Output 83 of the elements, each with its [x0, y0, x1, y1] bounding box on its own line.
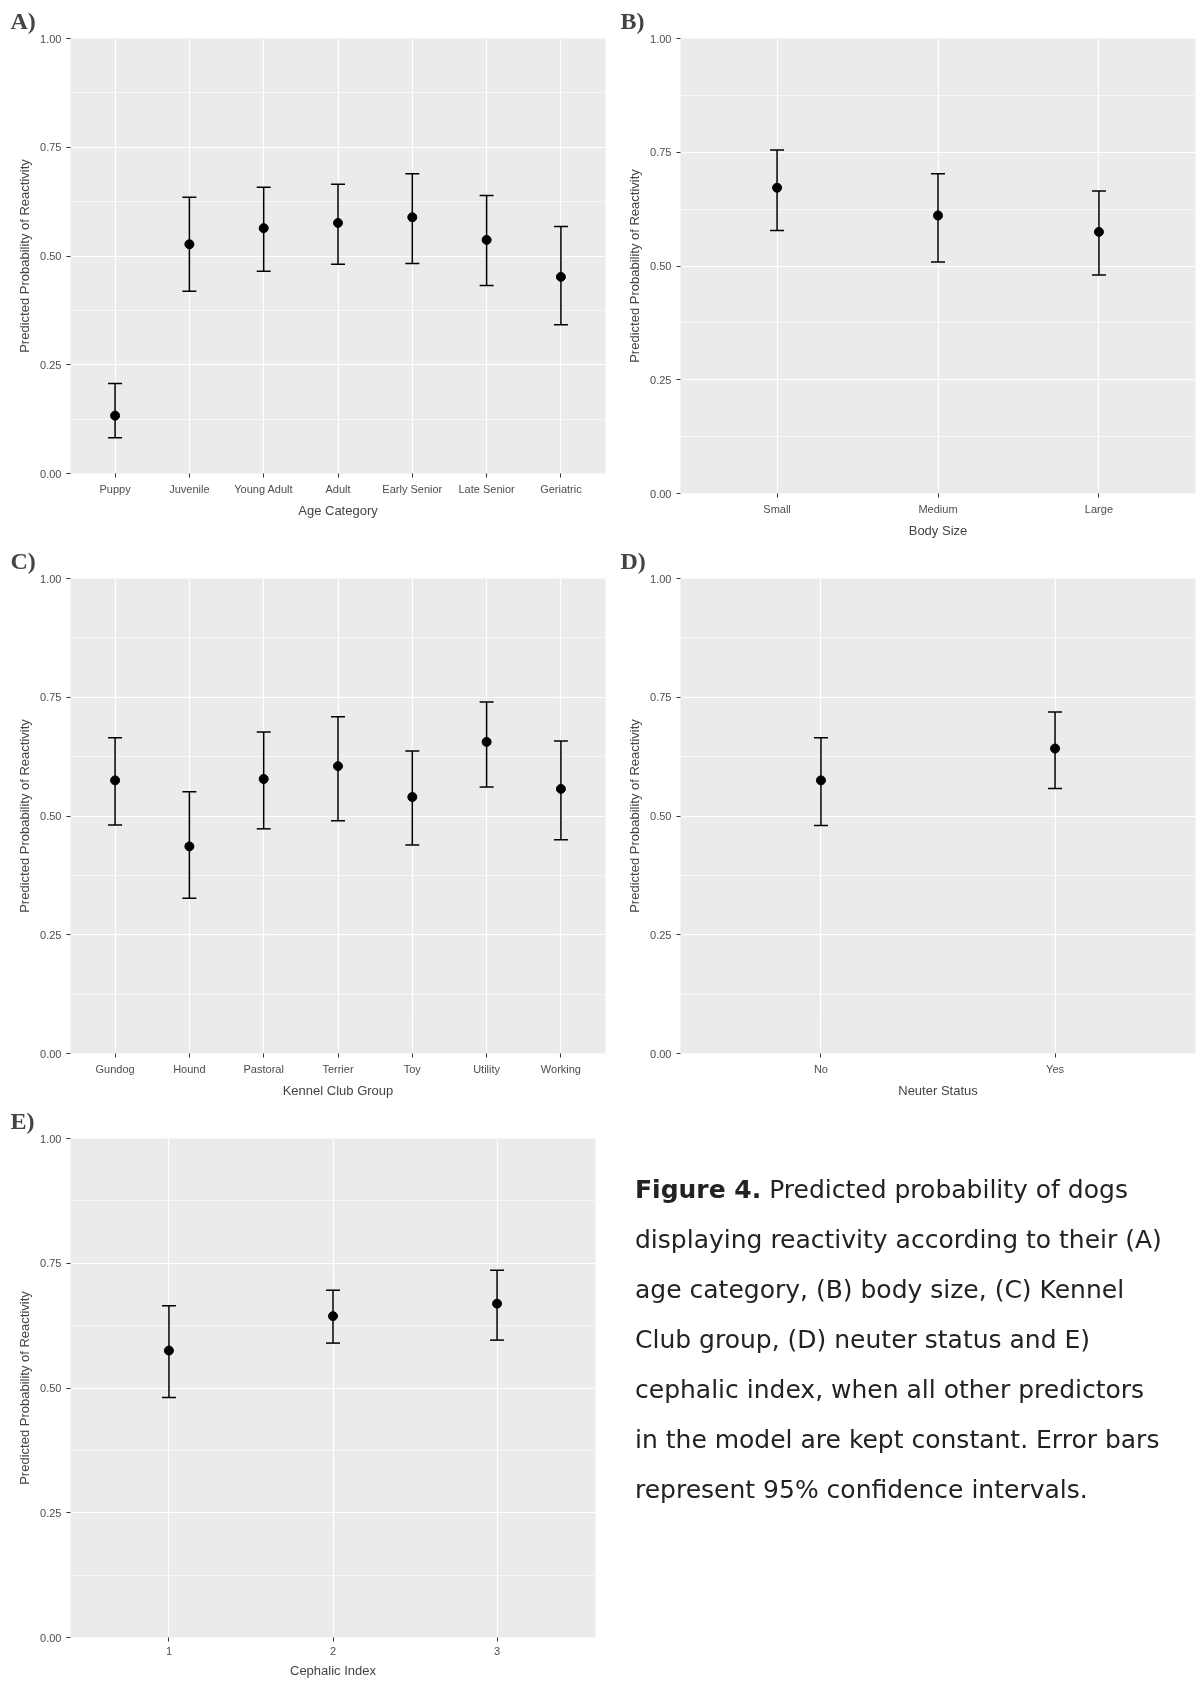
y-tick-label: 1.00	[650, 32, 672, 45]
y-tick-label: 1.00	[40, 32, 62, 45]
point	[481, 234, 492, 245]
y-tick-label: 0.25	[40, 358, 62, 371]
point	[555, 271, 566, 282]
chart-title: A)	[10, 7, 36, 34]
point	[407, 212, 418, 223]
chart-title: B)	[620, 7, 645, 34]
x-axis-title: Neuter Status	[898, 1082, 979, 1098]
y-tick-label: 0.00	[650, 487, 672, 500]
y-axis-title: Predicted Probability of Reactivity	[627, 168, 643, 363]
y-tick-label: 0.75	[650, 691, 672, 704]
y-axis-title: Predicted Probability of Reactivity	[17, 1290, 33, 1485]
text: Figure 4.	[635, 1175, 762, 1204]
point	[555, 783, 566, 794]
x-tick-label: Pastoral	[243, 1062, 284, 1075]
chart-title: D)	[620, 547, 646, 574]
x-tick-label: 3	[494, 1644, 501, 1657]
chart-title: E)	[10, 1107, 35, 1134]
point	[333, 217, 343, 228]
y-tick-label: 0.00	[650, 1047, 672, 1060]
x-tick-label: Yes	[1046, 1062, 1065, 1075]
y-tick-label: 1.00	[650, 572, 672, 585]
point	[772, 182, 783, 193]
y-tick-label: 0.00	[40, 1631, 62, 1644]
y-tick-label: 1.00	[40, 1132, 62, 1145]
x-axis-title: Cephalic Index	[290, 1662, 377, 1678]
point	[481, 736, 492, 747]
y-tick-label: 0.50	[650, 810, 672, 822]
x-tick-label: 1	[165, 1644, 172, 1657]
y-tick-label: 0.25	[40, 1506, 62, 1519]
point	[110, 410, 121, 421]
x-tick-label: Hound	[173, 1062, 206, 1075]
y-tick-label: 0.75	[40, 141, 62, 154]
point	[933, 210, 943, 221]
y-tick-label: 0.25	[650, 928, 672, 941]
y-tick-label: 0.75	[40, 691, 62, 704]
y-tick-label: 0.50	[40, 250, 62, 262]
y-tick-label: 0.00	[40, 1047, 62, 1060]
y-axis-title: Predicted Probability of Reactivity	[627, 718, 643, 913]
point	[407, 792, 418, 802]
x-tick-label: No	[813, 1062, 828, 1075]
x-tick-label: Large	[1084, 502, 1114, 515]
point	[492, 1298, 503, 1309]
x-tick-label: 2	[329, 1644, 337, 1657]
point	[163, 1345, 174, 1356]
x-tick-label: Terrier	[322, 1062, 354, 1075]
point	[110, 775, 121, 786]
y-tick-label: 0.75	[650, 146, 672, 159]
y-tick-label: 0.50	[650, 260, 672, 272]
y-axis-title: Predicted Probability of Reactivity	[17, 158, 33, 353]
x-axis-title: Body Size	[908, 522, 968, 538]
x-axis-title: Kennel Club Group	[282, 1082, 394, 1098]
x-tick-label: Adult	[325, 482, 351, 495]
point	[328, 1311, 338, 1322]
x-tick-label: Utility	[473, 1062, 501, 1075]
y-tick-label: 0.50	[40, 1382, 62, 1394]
x-tick-label: Early Senior	[382, 482, 443, 495]
y-tick-label: 0.50	[40, 810, 62, 822]
y-axis-title: Predicted Probability of Reactivity	[17, 718, 33, 913]
x-tick-label: Late Senior	[458, 482, 516, 495]
y-tick-label: 0.00	[40, 467, 62, 480]
chart-title: C)	[10, 547, 36, 574]
x-tick-label: Puppy	[99, 482, 132, 495]
point	[184, 841, 195, 852]
x-tick-label: Gundog	[95, 1062, 135, 1075]
y-tick-label: 1.00	[40, 572, 62, 585]
point	[1093, 226, 1104, 237]
x-tick-label: Medium	[918, 502, 958, 515]
point	[333, 761, 343, 772]
x-tick-label: Geriatric	[540, 482, 583, 495]
x-tick-label: Toy	[403, 1062, 422, 1075]
x-tick-label: Small	[763, 502, 791, 515]
x-tick-label: Working	[540, 1062, 581, 1075]
y-tick-label: 0.25	[40, 928, 62, 941]
x-axis-title: Age Category	[298, 502, 379, 518]
point	[184, 239, 195, 250]
point	[258, 223, 269, 234]
point	[258, 773, 269, 784]
y-tick-label: 0.75	[40, 1257, 62, 1270]
x-tick-label: Young Adult	[234, 482, 293, 495]
x-tick-label: Juvenile	[169, 482, 210, 495]
y-tick-label: 0.25	[650, 373, 672, 386]
